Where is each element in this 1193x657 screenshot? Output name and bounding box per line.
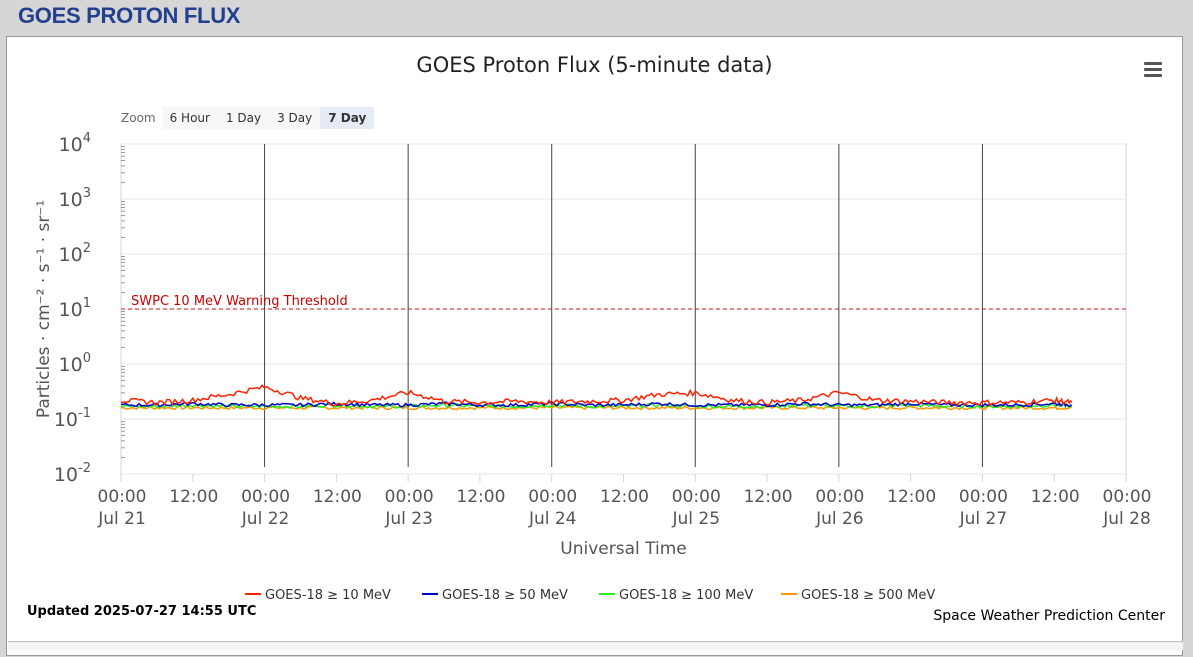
x-tick-time-label: 12:00 xyxy=(313,487,362,507)
x-tick-time-label: 12:00 xyxy=(456,487,505,507)
y-tick-label: 100 xyxy=(59,351,91,376)
x-tick-time-label: 00:00 xyxy=(959,487,1008,507)
chart-panel: GOES Proton Flux (5-minute data) Zoom 6 … xyxy=(6,36,1183,656)
zoom-3-day-button[interactable]: 3 Day xyxy=(269,107,321,129)
zoom-1-day-button[interactable]: 1 Day xyxy=(217,107,270,129)
hamburger-menu-icon[interactable] xyxy=(1141,59,1165,81)
x-tick-time-label: 12:00 xyxy=(744,487,793,507)
x-tick-time-label: 12:00 xyxy=(169,487,218,507)
x-tick-time-label: 12:00 xyxy=(600,487,649,507)
y-tick-label: 103 xyxy=(59,186,91,211)
x-tick-time-label: 00:00 xyxy=(98,487,147,507)
x-tick-date-label: Jul 21 xyxy=(97,509,146,529)
legend-item: GOES-18 ≥ 50 MeV xyxy=(442,588,568,603)
legend-item: GOES-18 ≥ 10 MeV xyxy=(265,588,391,603)
x-tick-time-label: 00:00 xyxy=(815,487,864,507)
zoom-controls: Zoom 6 Hour 1 Day 3 Day 7 Day xyxy=(121,106,375,130)
x-tick-time-label: 12:00 xyxy=(1031,487,1080,507)
x-tick-time-label: 12:00 xyxy=(887,487,936,507)
zoom-label: Zoom xyxy=(121,111,156,125)
x-tick-time-label: 00:00 xyxy=(385,487,434,507)
threshold-label: SWPC 10 MeV Warning Threshold xyxy=(131,294,348,309)
chart-title: GOES Proton Flux (5-minute data) xyxy=(416,53,773,77)
x-tick-time-label: 00:00 xyxy=(672,487,721,507)
y-tick-label: 102 xyxy=(59,241,91,266)
legend-item: GOES-18 ≥ 500 MeV xyxy=(801,588,935,603)
credit-label: Space Weather Prediction Center xyxy=(933,608,1165,624)
x-tick-date-label: Jul 25 xyxy=(672,509,721,529)
x-tick-date-label: Jul 27 xyxy=(959,509,1008,529)
page-header: GOES PROTON FLUX xyxy=(18,3,241,28)
y-tick-label: 10-2 xyxy=(54,461,91,486)
y-tick-label: 10-1 xyxy=(54,406,91,431)
y-tick-label: 104 xyxy=(59,131,91,156)
legend-item: GOES-18 ≥ 100 MeV xyxy=(619,588,753,603)
x-tick-time-label: 00:00 xyxy=(241,487,290,507)
x-axis-title: Universal Time xyxy=(560,539,686,559)
x-tick-time-label: 00:00 xyxy=(528,487,577,507)
zoom-6-hour-button[interactable]: 6 Hour xyxy=(161,107,218,129)
y-tick-label: 101 xyxy=(59,296,91,321)
x-tick-date-label: Jul 26 xyxy=(815,509,864,529)
x-tick-date-label: Jul 23 xyxy=(384,509,433,529)
zoom-7-day-button[interactable]: 7 Day xyxy=(320,107,375,129)
series-line xyxy=(121,384,1073,407)
y-axis-title: Particles · cm⁻² · s⁻¹ · sr⁻¹ xyxy=(34,200,54,418)
updated-timestamp: Updated 2025-07-27 14:55 UTC xyxy=(27,604,257,619)
x-tick-date-label: Jul 28 xyxy=(1102,509,1151,529)
x-tick-date-label: Jul 24 xyxy=(528,509,577,529)
x-tick-date-label: Jul 22 xyxy=(241,509,290,529)
x-tick-time-label: 00:00 xyxy=(1103,487,1152,507)
bottom-bar xyxy=(8,641,1183,650)
